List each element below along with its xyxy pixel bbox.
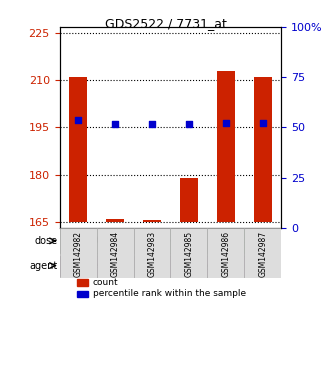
Text: count: count [93,278,118,287]
Text: percentile rank within the sample: percentile rank within the sample [93,290,246,298]
Text: GSM142982: GSM142982 [73,230,82,276]
Text: GSM142984: GSM142984 [111,230,119,276]
Text: GSM142985: GSM142985 [184,230,193,276]
Bar [217,71,235,222]
Bar [143,220,161,222]
Bar [254,77,272,222]
Point [75,116,81,122]
Text: control: control [81,237,112,245]
Text: pyocyanin: pyocyanin [184,261,231,270]
Text: 25 ug/ml: 25 ug/ml [150,237,191,245]
Text: 250 ug/ml: 250 ug/ml [221,237,267,245]
Bar [180,178,198,222]
FancyBboxPatch shape [208,228,244,278]
Bar [77,291,88,297]
Point [112,121,118,127]
Point [260,120,265,126]
Text: GDS2522 / 7731_at: GDS2522 / 7731_at [105,17,226,30]
FancyBboxPatch shape [60,256,133,276]
FancyBboxPatch shape [133,228,170,278]
Bar [77,280,88,286]
FancyBboxPatch shape [133,256,281,276]
FancyBboxPatch shape [60,228,97,278]
Text: dose: dose [35,236,58,246]
FancyBboxPatch shape [244,228,281,278]
FancyBboxPatch shape [170,228,208,278]
Bar [106,218,124,222]
Text: GSM142986: GSM142986 [221,230,230,276]
Text: GSM142987: GSM142987 [259,230,267,276]
Bar [69,77,87,222]
Point [186,121,192,127]
Text: GSM142983: GSM142983 [148,230,157,276]
FancyBboxPatch shape [60,229,133,253]
FancyBboxPatch shape [208,229,281,253]
FancyBboxPatch shape [133,229,208,253]
Text: agent: agent [29,261,58,271]
Point [223,120,228,126]
Text: untreated: untreated [74,261,119,270]
FancyBboxPatch shape [97,228,133,278]
Point [149,121,155,127]
